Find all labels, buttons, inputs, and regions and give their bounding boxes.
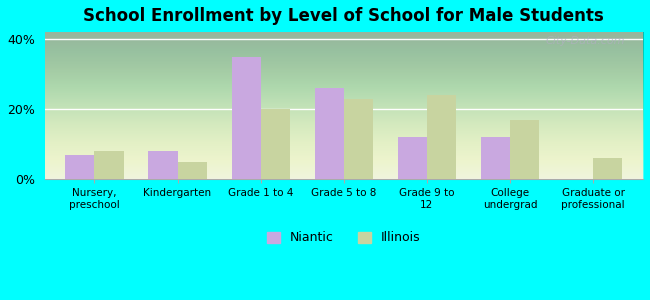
Bar [398, 137, 427, 179]
Bar [481, 137, 510, 179]
Bar [261, 109, 290, 179]
Bar [427, 95, 456, 179]
Bar [65, 155, 94, 179]
Bar [510, 120, 539, 179]
Bar [593, 158, 622, 179]
Bar [344, 99, 373, 179]
Text: City-Data.com: City-Data.com [545, 37, 625, 46]
Title: School Enrollment by Level of School for Male Students: School Enrollment by Level of School for… [83, 7, 604, 25]
Bar [177, 162, 207, 179]
Bar [148, 151, 177, 179]
Bar [94, 151, 124, 179]
Bar [315, 88, 344, 179]
Bar [231, 57, 261, 179]
Legend: Niantic, Illinois: Niantic, Illinois [262, 226, 426, 249]
